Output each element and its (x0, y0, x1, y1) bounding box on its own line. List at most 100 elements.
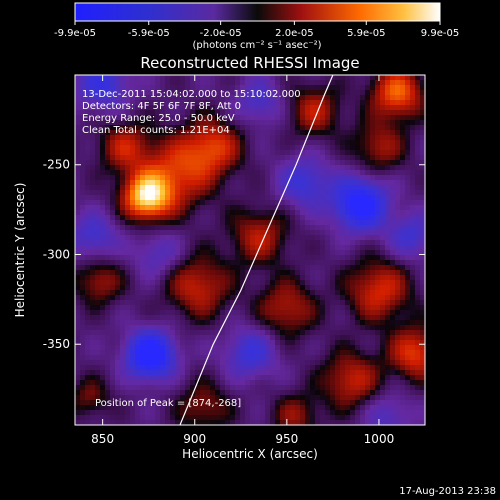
heatmap-cell (375, 295, 381, 301)
heatmap-cell (245, 415, 251, 421)
heatmap-cell (95, 130, 101, 136)
heatmap-cell (135, 360, 141, 366)
heatmap-cell (95, 115, 101, 121)
heatmap-cell (110, 355, 116, 361)
heatmap-cell (80, 375, 86, 381)
heatmap-cell (300, 140, 306, 146)
heatmap-cell (190, 120, 196, 126)
heatmap-cell (225, 195, 231, 201)
heatmap-cell (255, 330, 261, 336)
heatmap-cell (110, 420, 116, 425)
heatmap-cell (175, 250, 181, 256)
heatmap-cell (165, 260, 171, 266)
heatmap-cell (95, 145, 101, 151)
heatmap-cell (155, 185, 161, 191)
heatmap-cell (270, 390, 276, 396)
heatmap-cell (270, 280, 276, 286)
heatmap-cell (270, 360, 276, 366)
heatmap-cell (300, 355, 306, 361)
heatmap-cell (195, 370, 201, 376)
heatmap-cell (305, 150, 311, 156)
heatmap-cell (325, 420, 331, 425)
heatmap-cell (270, 400, 276, 406)
heatmap-cell (415, 135, 421, 141)
heatmap-cell (205, 385, 211, 391)
heatmap-cell (295, 170, 301, 176)
heatmap-cell (345, 200, 351, 206)
heatmap-cell (75, 420, 81, 425)
heatmap-cell (95, 140, 101, 146)
heatmap-cell (340, 405, 346, 411)
heatmap-cell (260, 205, 266, 211)
heatmap-cell (240, 410, 246, 416)
heatmap-cell (415, 220, 421, 226)
heatmap-cell (235, 255, 241, 261)
heatmap-cell (285, 300, 291, 306)
heatmap-cell (135, 245, 141, 251)
heatmap-cell (230, 80, 236, 86)
heatmap-cell (130, 175, 136, 181)
heatmap-cell (90, 375, 96, 381)
heatmap-cell (280, 405, 286, 411)
heatmap-cell (370, 75, 376, 81)
heatmap-cell (295, 135, 301, 141)
heatmap-cell (180, 255, 186, 261)
heatmap-cell (265, 185, 271, 191)
heatmap-cell (345, 135, 351, 141)
heatmap-cell (195, 250, 201, 256)
heatmap-cell (195, 115, 201, 121)
heatmap-cell (145, 180, 151, 186)
heatmap-cell (415, 100, 421, 106)
heatmap-cell (195, 75, 201, 81)
heatmap-cell (180, 360, 186, 366)
heatmap-cell (240, 285, 246, 291)
heatmap-cell (80, 305, 86, 311)
heatmap-cell (230, 125, 236, 131)
heatmap-cell (245, 80, 251, 86)
heatmap-cell (330, 275, 336, 281)
heatmap-cell (340, 140, 346, 146)
heatmap-cell (170, 120, 176, 126)
heatmap-cell (145, 115, 151, 121)
heatmap-cell (235, 170, 241, 176)
heatmap-cell (300, 245, 306, 251)
heatmap-cell (335, 400, 341, 406)
heatmap-cell (320, 200, 326, 206)
heatmap-cell (345, 160, 351, 166)
heatmap-cell (130, 380, 136, 386)
heatmap-cell (335, 345, 341, 351)
heatmap-cell (180, 230, 186, 236)
heatmap-cell (315, 90, 321, 96)
heatmap-cell (375, 225, 381, 231)
heatmap-cell (330, 135, 336, 141)
heatmap-cell (290, 90, 296, 96)
heatmap-cell (300, 305, 306, 311)
heatmap-cell (265, 390, 271, 396)
heatmap-cell (120, 285, 126, 291)
heatmap-cell (375, 320, 381, 326)
heatmap-cell (95, 390, 101, 396)
heatmap-cell (320, 230, 326, 236)
heatmap-cell (165, 135, 171, 141)
heatmap-cell (405, 175, 411, 181)
heatmap-cell (195, 345, 201, 351)
heatmap-cell (100, 240, 106, 246)
heatmap-cell (205, 170, 211, 176)
heatmap-cell (135, 200, 141, 206)
heatmap-cell (180, 120, 186, 126)
heatmap-cell (95, 150, 101, 156)
heatmap-cell (245, 290, 251, 296)
heatmap-cell (320, 245, 326, 251)
heatmap-cell (180, 270, 186, 276)
heatmap-cell (220, 100, 226, 106)
heatmap-cell (400, 290, 406, 296)
heatmap-cell (330, 215, 336, 221)
heatmap-cell (150, 300, 156, 306)
heatmap-cell (160, 230, 166, 236)
heatmap-cell (360, 375, 366, 381)
heatmap-cell (175, 280, 181, 286)
heatmap-cell (150, 260, 156, 266)
heatmap-cell (200, 100, 206, 106)
heatmap-cell (175, 420, 181, 425)
heatmap-cell (260, 380, 266, 386)
